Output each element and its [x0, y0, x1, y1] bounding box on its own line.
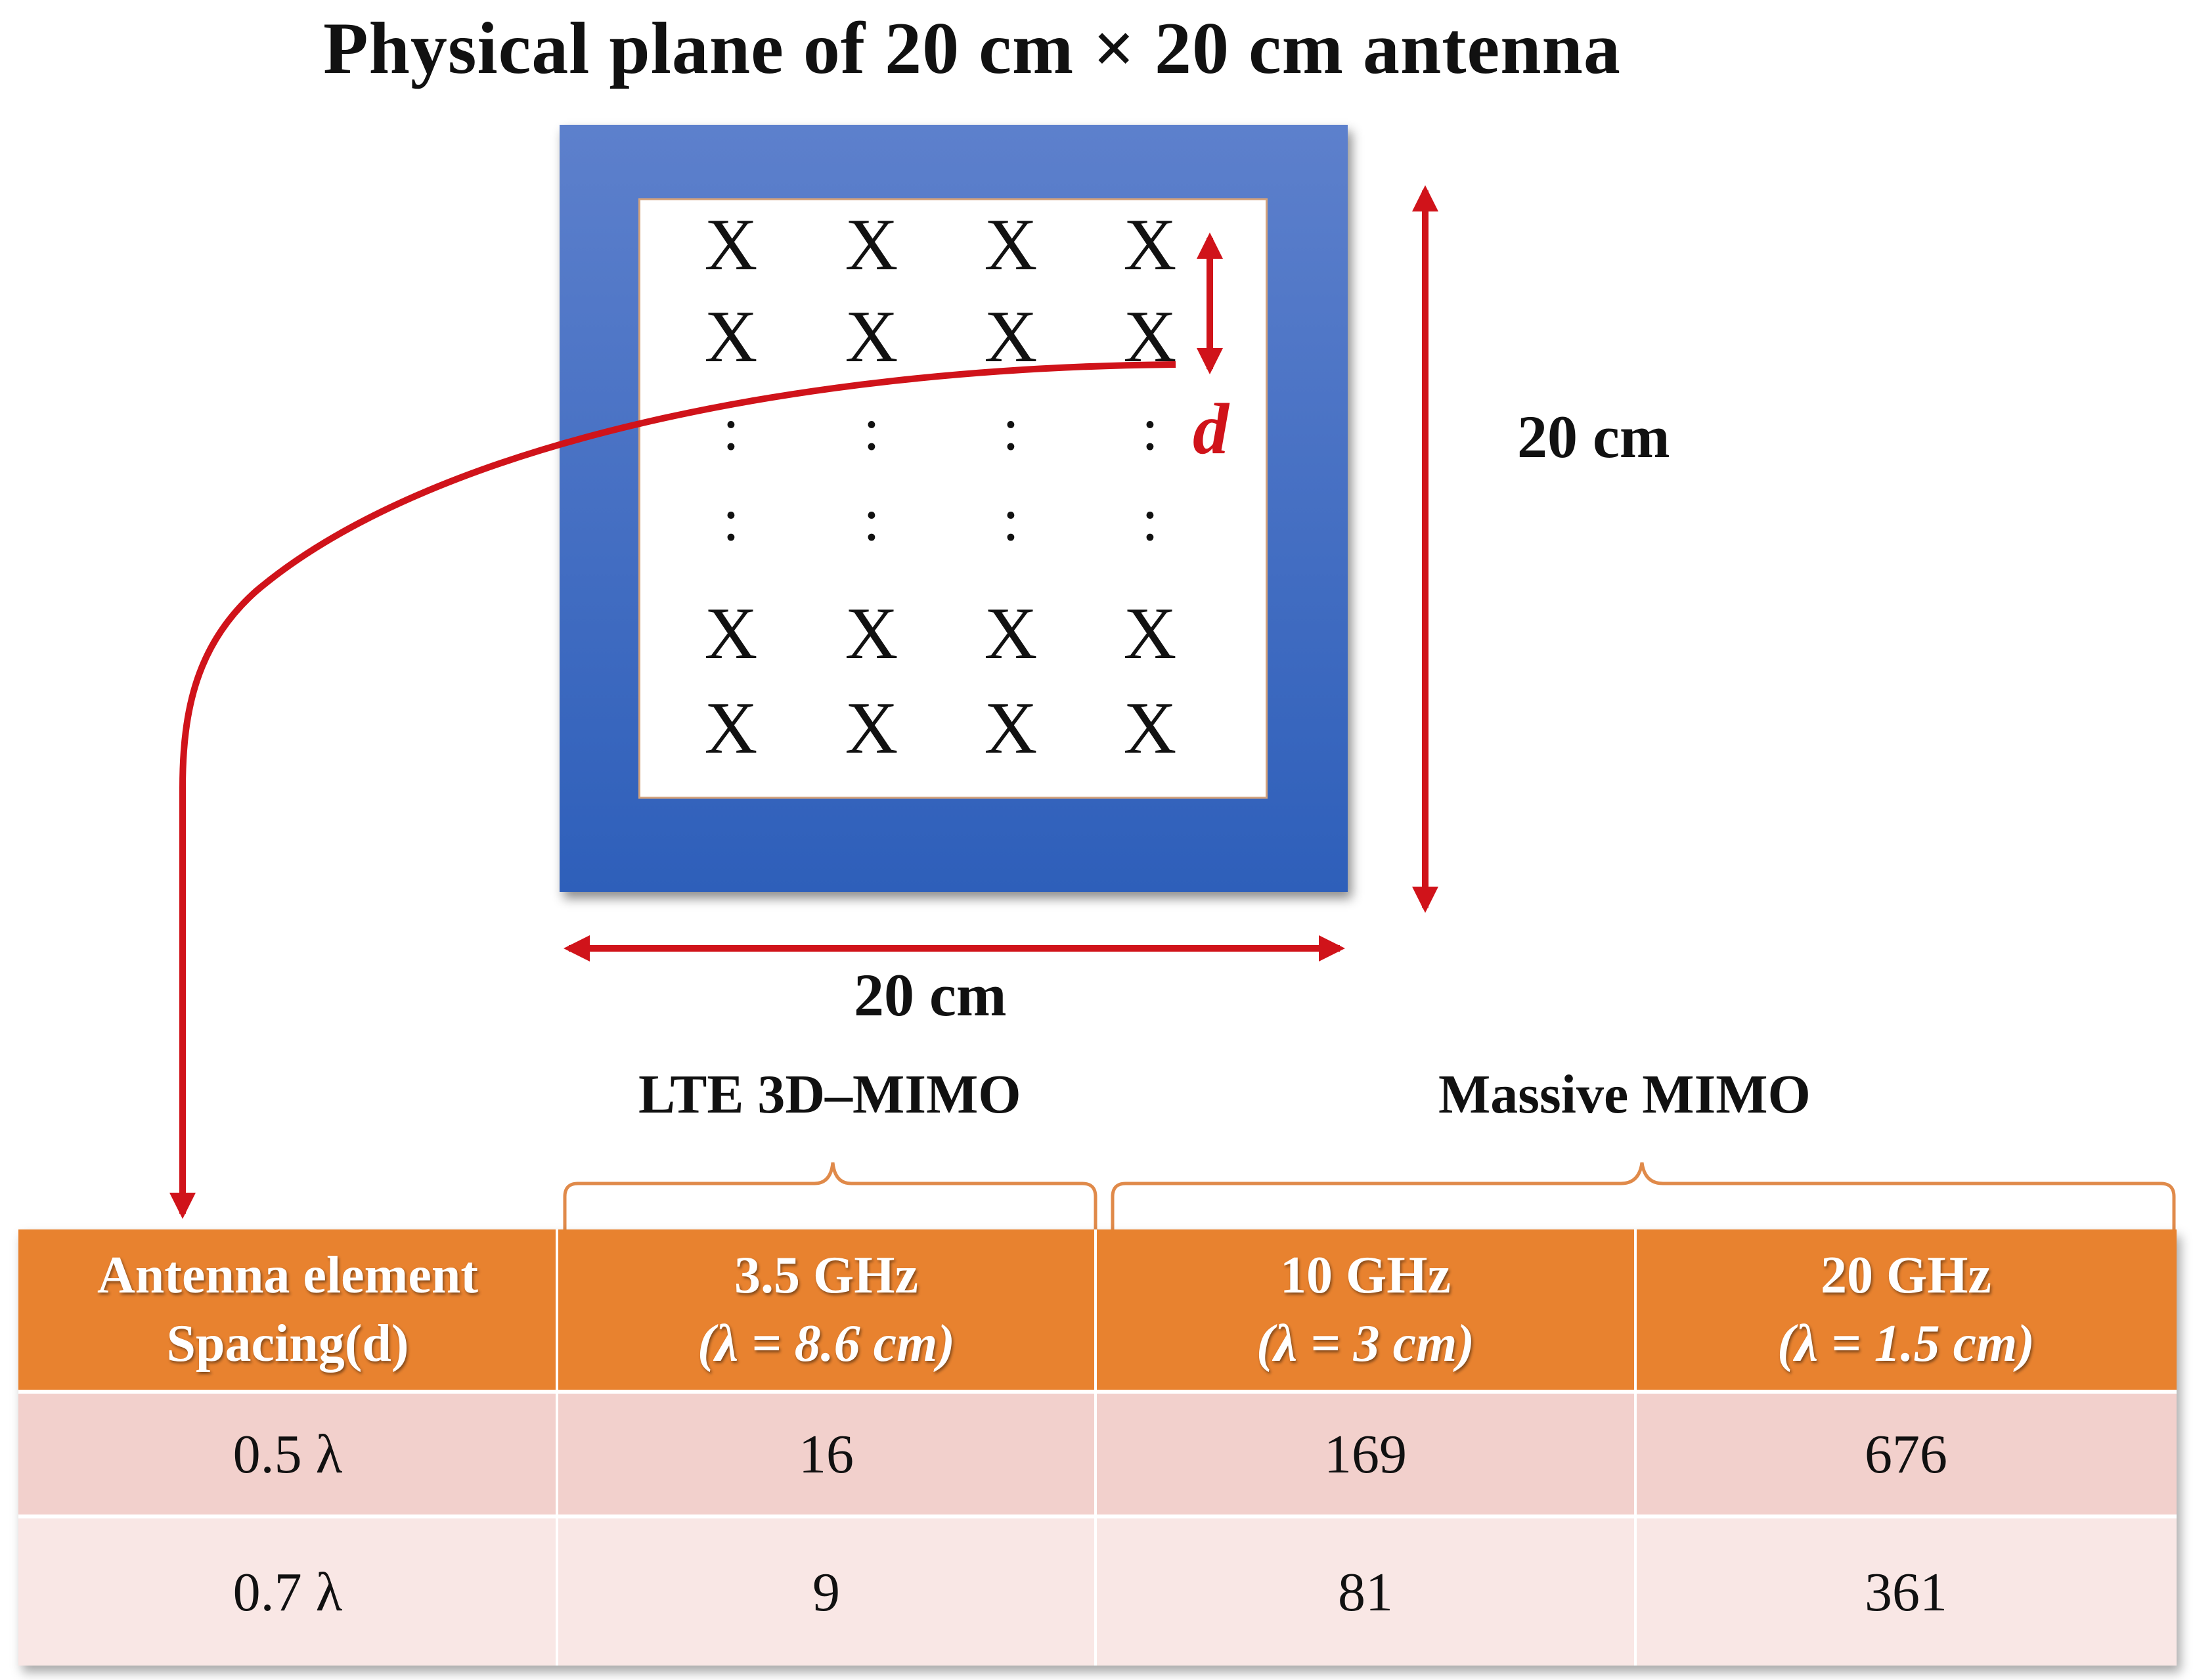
ellipsis-mark: :	[863, 486, 880, 553]
height-label: 20 cm	[1517, 403, 1670, 470]
antenna-element: X	[845, 688, 898, 769]
antenna-element: X	[1123, 688, 1177, 769]
header-10ghz: 10 GHz (λ = 3 cm)	[1096, 1229, 1635, 1390]
table-divider	[18, 1390, 2177, 1394]
ellipsis-mark: :	[1002, 395, 1019, 462]
table-divider	[556, 1229, 558, 1666]
table-divider	[1634, 1229, 1637, 1666]
ellipsis-mark: :	[863, 395, 880, 462]
table-cell: 16	[557, 1394, 1096, 1514]
antenna-element: X	[1123, 593, 1177, 674]
antenna-element: X	[1123, 204, 1177, 286]
antenna-element-area: X X X X X X X X : : : : : : : : X X X X …	[638, 198, 1268, 799]
width-label: 20 cm	[854, 962, 1007, 1028]
header-10ghz-wavelength: (λ = 3 cm)	[1256, 1315, 1475, 1373]
table-divider	[1094, 1229, 1097, 1666]
table-cell: 9	[557, 1518, 1096, 1666]
header-20ghz: 20 GHz (λ = 1.5 cm)	[1635, 1229, 2177, 1390]
antenna-element: X	[845, 296, 898, 378]
table-divider	[18, 1514, 2177, 1518]
header-20ghz-wavelength: (λ = 1.5 cm)	[1777, 1315, 2035, 1373]
header-3-5ghz-line1: 3.5 GHz	[734, 1247, 918, 1304]
lte-3d-mimo-label: LTE 3D–MIMO	[638, 1064, 1021, 1125]
antenna-element: X	[704, 204, 758, 286]
table-cell: 676	[1635, 1394, 2177, 1514]
lte-brace	[563, 1162, 1097, 1229]
table-cell: 81	[1096, 1518, 1635, 1666]
table-cell: 361	[1635, 1518, 2177, 1666]
antenna-element: X	[1123, 296, 1177, 378]
massive-mimo-brace	[1111, 1162, 2176, 1229]
antenna-element: X	[984, 688, 1038, 769]
header-spacing-line1: Antenna element	[97, 1247, 478, 1304]
antenna-count-table: Antenna element Spacing(d) 3.5 GHz (λ = …	[18, 1229, 2177, 1666]
ellipsis-mark: :	[722, 486, 740, 553]
ellipsis-mark: :	[722, 395, 740, 462]
spacing-label: d	[1193, 389, 1229, 469]
antenna-element: X	[984, 593, 1038, 674]
antenna-element: X	[704, 296, 758, 378]
antenna-element: X	[984, 204, 1038, 286]
ellipsis-mark: :	[1002, 486, 1019, 553]
antenna-element: X	[845, 204, 898, 286]
antenna-element: X	[845, 593, 898, 674]
table-cell: 0.5 λ	[18, 1394, 557, 1514]
antenna-element: X	[704, 593, 758, 674]
antenna-board: X X X X X X X X : : : : : : : : X X X X …	[560, 125, 1348, 892]
header-10ghz-line1: 10 GHz	[1280, 1247, 1451, 1304]
table-cell: 0.7 λ	[18, 1518, 557, 1666]
header-spacing-line2: Spacing(d)	[166, 1315, 409, 1373]
massive-mimo-label: Massive MIMO	[1438, 1064, 1811, 1125]
ellipsis-mark: :	[1141, 395, 1159, 462]
header-3-5ghz: 3.5 GHz (λ = 8.6 cm)	[557, 1229, 1096, 1390]
diagram-title: Physical plane of 20 cm × 20 cm antenna	[323, 8, 1621, 89]
ellipsis-mark: :	[1141, 486, 1159, 553]
header-20ghz-line1: 20 GHz	[1821, 1247, 1991, 1304]
antenna-element: X	[704, 688, 758, 769]
header-3-5ghz-wavelength: (λ = 8.6 cm)	[697, 1315, 956, 1373]
table-cell: 169	[1096, 1394, 1635, 1514]
header-spacing: Antenna element Spacing(d)	[18, 1229, 557, 1390]
antenna-element: X	[984, 296, 1038, 378]
